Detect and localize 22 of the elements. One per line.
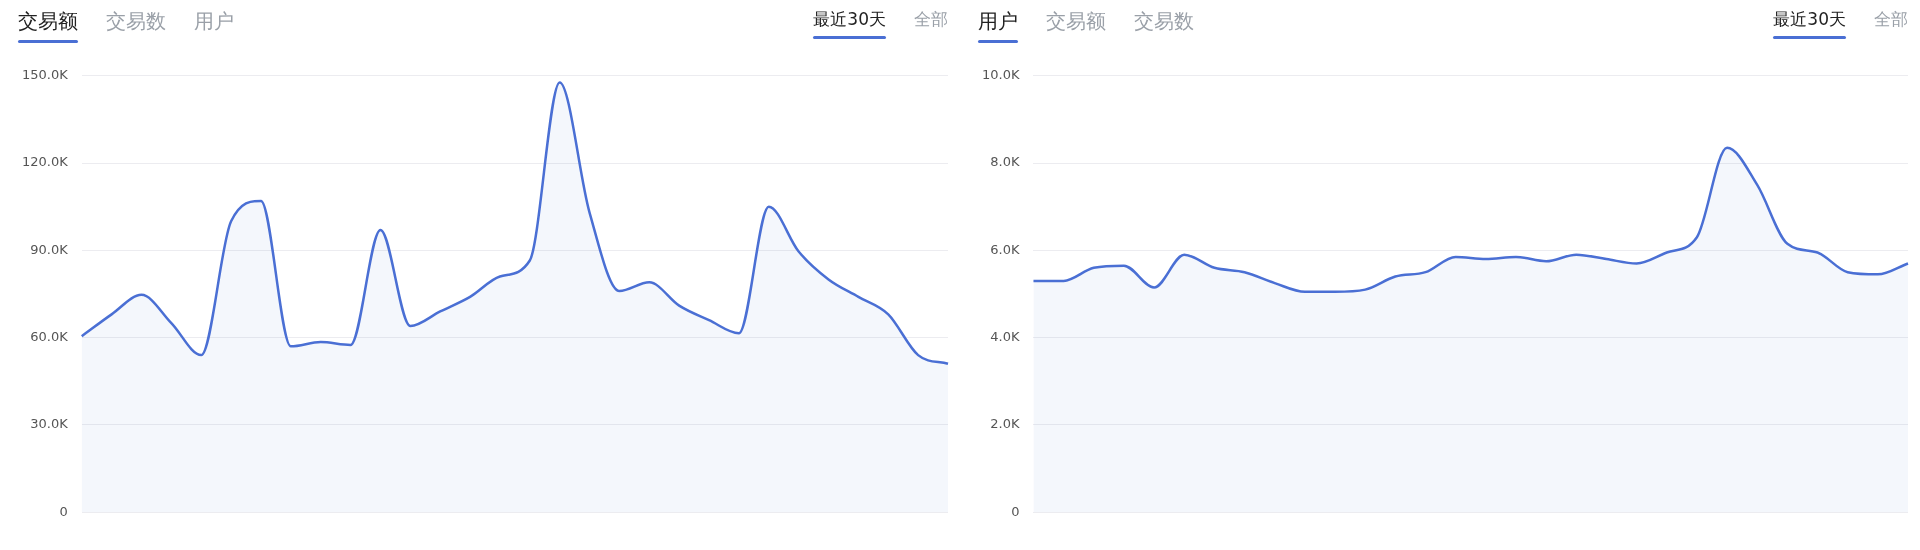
text: 交易额 [1046, 8, 1106, 35]
y-tick-label: 0 [59, 503, 68, 519]
text: 全部 [1874, 9, 1908, 29]
y-tick-label: 60.0K [30, 329, 69, 345]
text: 最近30天 [1773, 9, 1846, 29]
y-tick-label: 150.0K [21, 67, 69, 83]
y-tick-label: 30.0K [30, 416, 69, 432]
text: 用户 [194, 8, 234, 35]
text: 全部 [914, 9, 948, 29]
y-tick-label: 6.0K [990, 241, 1020, 257]
y-tick-label: 0 [1011, 503, 1020, 519]
y-tick-label: 4.0K [990, 329, 1020, 345]
y-tick-label: 90.0K [30, 241, 69, 257]
chart-title: 用户 [978, 9, 1018, 33]
chart-title: 交易额 [18, 9, 78, 33]
y-tick-label: 10.0K [981, 67, 1020, 83]
text: 交易数 [1134, 8, 1194, 35]
y-tick-label: 8.0K [990, 154, 1020, 170]
text: 交易数 [106, 8, 166, 35]
y-tick-label: 120.0K [21, 154, 69, 170]
y-tick-label: 2.0K [990, 416, 1020, 432]
text: 最近30天 [813, 9, 886, 29]
